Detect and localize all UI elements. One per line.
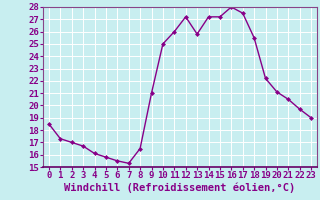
X-axis label: Windchill (Refroidissement éolien,°C): Windchill (Refroidissement éolien,°C) [64, 183, 296, 193]
